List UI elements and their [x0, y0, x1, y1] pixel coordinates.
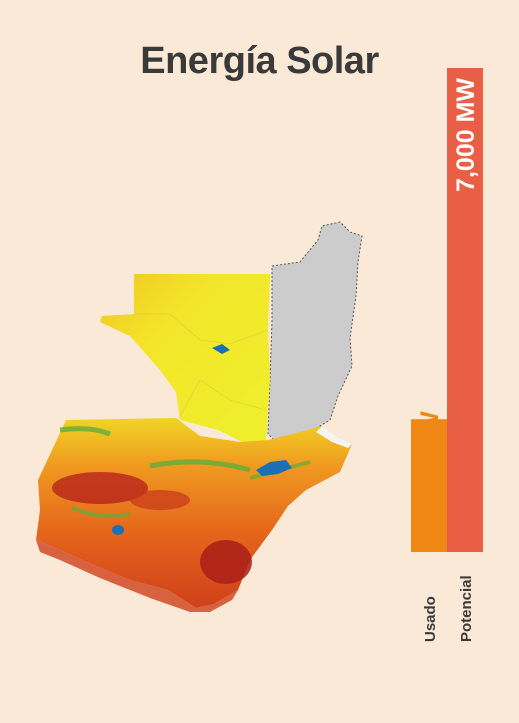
hot-spot [52, 472, 148, 504]
green-band [59, 426, 111, 437]
lake-atitlan [112, 525, 124, 535]
green-band [71, 506, 131, 518]
page-title: Energía Solar [140, 40, 379, 82]
green-band [149, 459, 251, 473]
caribbean-coast [316, 426, 352, 448]
hot-spot [200, 540, 252, 584]
north-region [100, 274, 270, 446]
department-line [177, 379, 267, 421]
lake-izabal [256, 460, 292, 476]
bar-potencial [447, 68, 483, 552]
belize-region [267, 221, 363, 443]
category-label-potencial: Potencial [458, 575, 475, 642]
value-label-usado: 1,920 MW [416, 411, 444, 525]
value-label-potencial: 7,000 MW [452, 78, 480, 192]
department-line [134, 313, 269, 345]
lake-north [212, 344, 230, 354]
hot-spot [130, 490, 190, 510]
coast-band [36, 540, 238, 612]
category-label-usado: Usado [422, 596, 439, 642]
bar-usado [411, 419, 447, 552]
